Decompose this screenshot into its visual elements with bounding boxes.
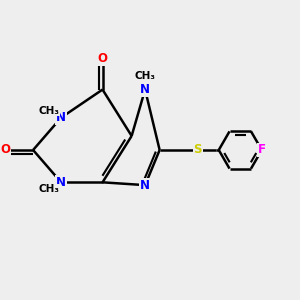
Text: CH₃: CH₃ xyxy=(39,184,60,194)
Text: O: O xyxy=(98,52,107,65)
Text: S: S xyxy=(194,143,202,157)
Text: N: N xyxy=(140,83,150,96)
Text: F: F xyxy=(258,143,266,157)
Text: O: O xyxy=(0,143,10,157)
Text: N: N xyxy=(56,111,66,124)
Text: CH₃: CH₃ xyxy=(135,71,156,81)
Text: CH₃: CH₃ xyxy=(39,106,60,116)
Text: N: N xyxy=(140,178,150,192)
Text: N: N xyxy=(56,176,66,189)
